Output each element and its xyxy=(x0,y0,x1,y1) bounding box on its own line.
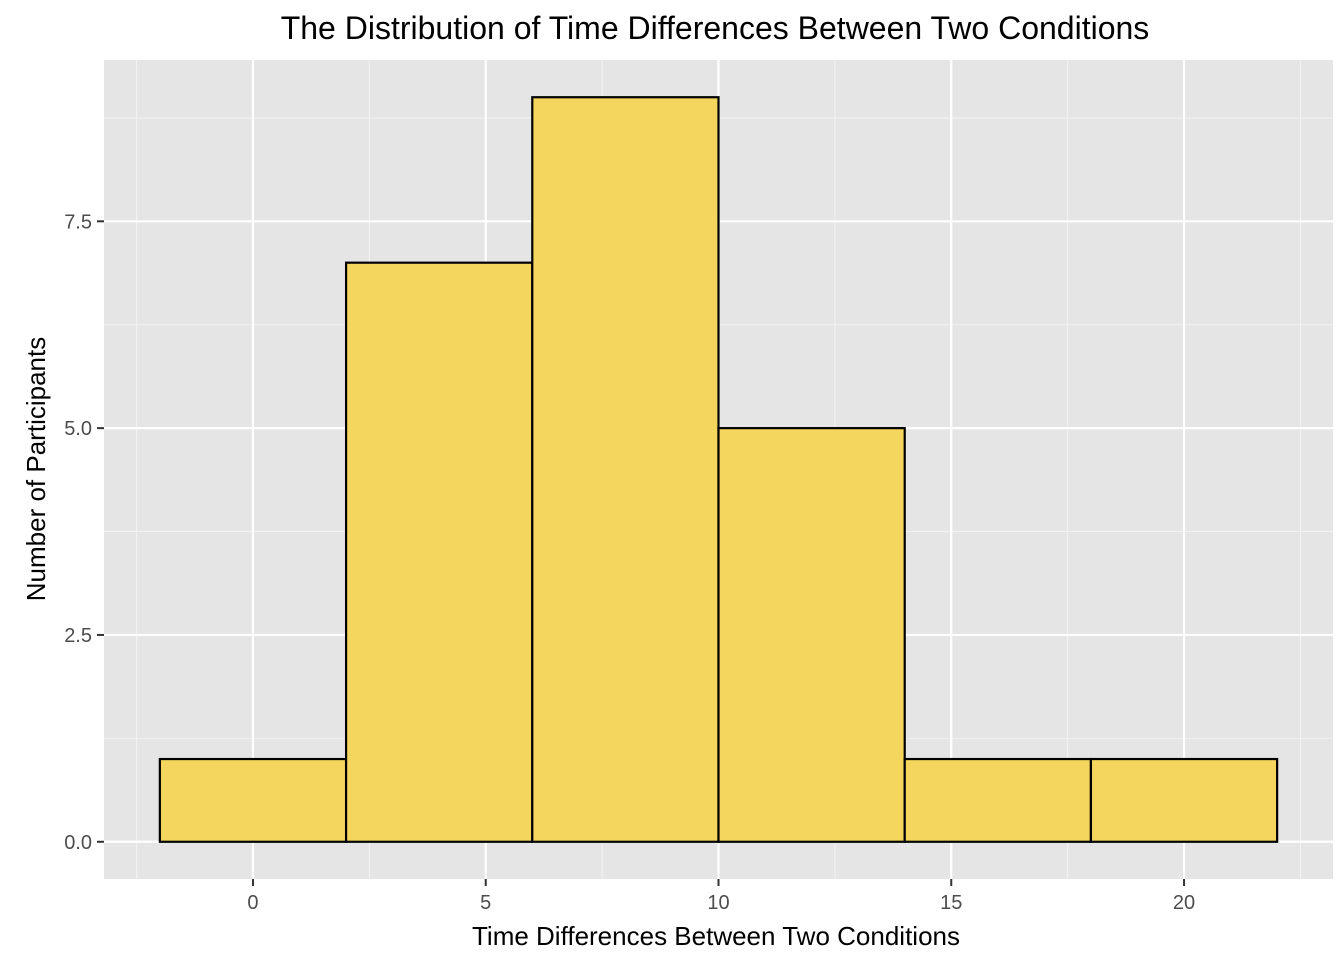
x-tick-label: 15 xyxy=(940,892,962,914)
histogram-bar xyxy=(903,757,1093,843)
x-axis-ticks: 0 5 10 15 20 xyxy=(247,879,1195,914)
x-axis-title: Time Differences Between Two Conditions xyxy=(472,921,960,951)
chart-title: The Distribution of Time Differences Bet… xyxy=(281,10,1150,46)
x-tick-label: 5 xyxy=(480,892,491,914)
histogram-bars xyxy=(158,96,1279,843)
y-tick-label: 7.5 xyxy=(64,211,92,233)
histogram-bar xyxy=(717,427,906,843)
y-tick-label: 0.0 xyxy=(64,832,92,854)
y-axis-ticks: 0.0 2.5 5.0 7.5 xyxy=(64,211,104,854)
y-tick-label: 2.5 xyxy=(64,625,92,647)
histogram-bar xyxy=(344,261,534,843)
y-axis-title: Number of Participants xyxy=(21,337,51,601)
x-tick-label: 0 xyxy=(247,892,258,914)
x-tick-label: 20 xyxy=(1173,892,1195,914)
histogram-bar xyxy=(158,757,348,843)
histogram-bar xyxy=(1089,757,1279,843)
x-tick-label: 10 xyxy=(707,892,729,914)
histogram-bar xyxy=(531,96,720,843)
y-tick-label: 5.0 xyxy=(64,418,92,440)
